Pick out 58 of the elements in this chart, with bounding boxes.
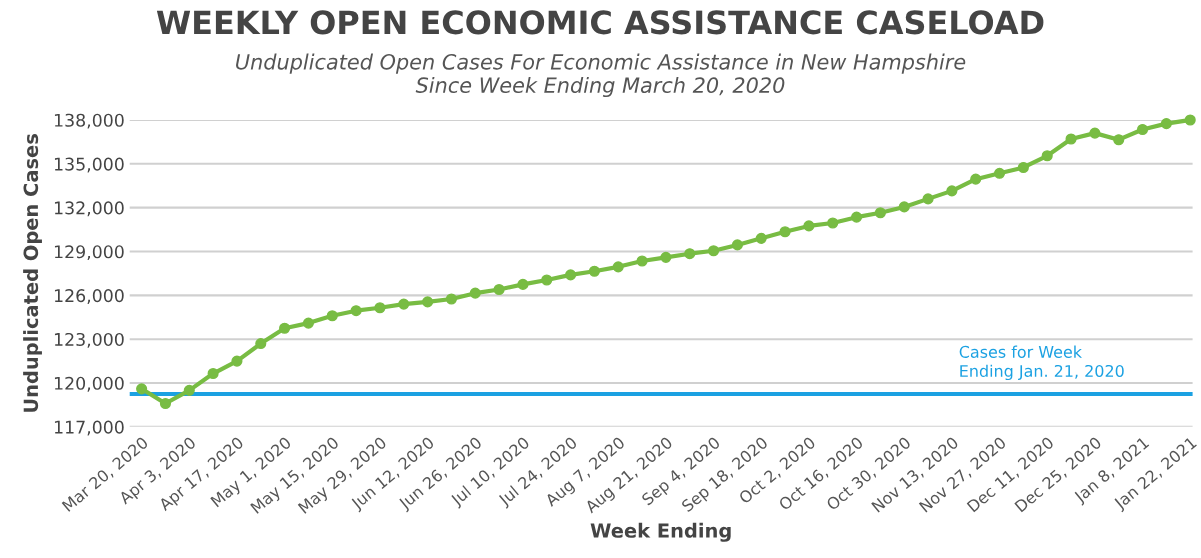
point [541,274,553,286]
y-tick-label: 126,000 [54,289,124,304]
point [374,302,386,314]
point [1089,127,1101,139]
ref-line-label: Cases for Week Ending Jan. 21, 2020 [959,345,1124,381]
point [350,305,362,317]
point [445,293,457,305]
point [827,217,839,229]
point [946,185,958,197]
point [422,296,434,308]
x-axis-title: Week Ending [590,522,731,542]
point [255,338,267,350]
point [279,322,291,334]
y-tick-label: 117,000 [54,420,124,436]
point [779,226,791,238]
point [207,367,219,380]
point [588,265,600,277]
chart-title: WEEKLY OPEN ECONOMIC ASSISTANCE CASELOAD [156,10,1044,35]
point [1184,114,1196,126]
point [493,283,505,296]
y-tick-label: 135,000 [54,157,124,173]
y-tick-label: 129,000 [54,245,124,261]
point [1136,123,1149,136]
point [302,317,315,329]
point [970,173,982,185]
point [994,167,1006,179]
point [1041,150,1053,162]
point [136,383,148,395]
point [469,287,481,299]
y-tick-label: 120,000 [54,376,124,392]
point [708,245,720,257]
point [803,220,815,232]
point [1065,133,1077,145]
y-tick-label: 132,000 [54,201,124,217]
point [183,384,195,396]
point [851,211,863,223]
y-tick-label: 123,000 [54,332,124,348]
point [660,251,672,263]
point [636,255,648,267]
point [684,248,696,260]
point [565,269,577,281]
point [898,201,910,213]
point [612,261,624,273]
point [159,397,172,410]
point [755,232,767,244]
point [398,298,410,310]
point [326,310,338,322]
point [517,278,529,290]
point [231,355,243,367]
chart-subtitle: Unduplicated Open Cases For Economic Assistance in New Hampshire Since Week Ending March 20, 2020 [236,53,966,98]
y-tick-label: 138,000 [54,113,124,129]
point [1160,118,1172,130]
point [1017,161,1029,174]
y-axis-title: Unduplicated Open Cases [23,134,42,412]
point [1113,134,1125,146]
point [731,239,743,251]
point [874,207,886,219]
point [922,193,934,205]
